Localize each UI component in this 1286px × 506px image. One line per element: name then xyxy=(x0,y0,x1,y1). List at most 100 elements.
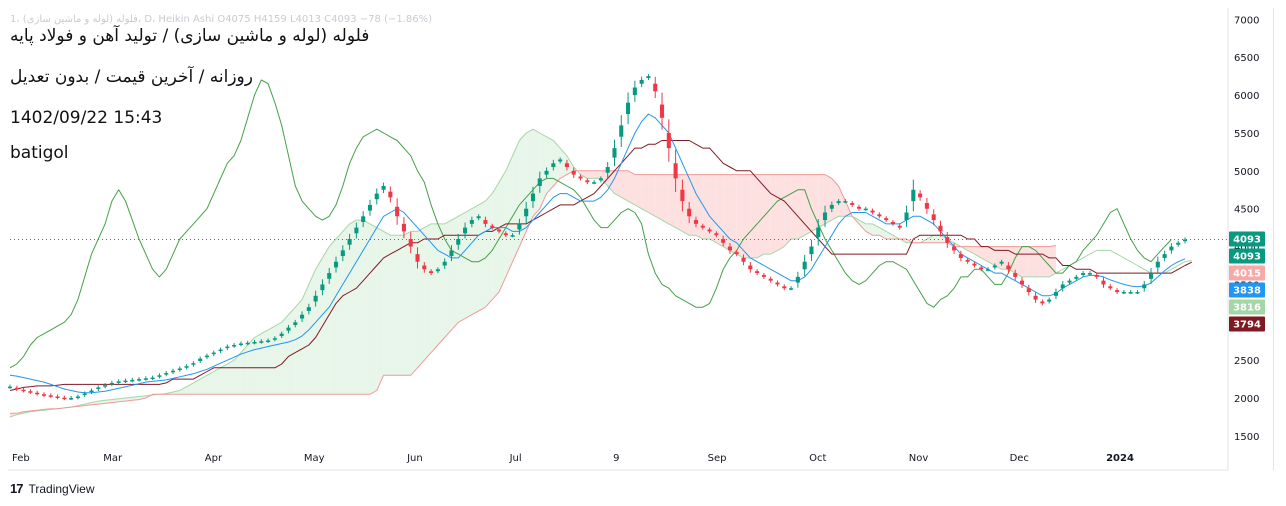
candle-body xyxy=(856,206,862,209)
cloud-segment xyxy=(763,174,771,255)
price-badge-label: 3816 xyxy=(1233,303,1261,314)
candle-body xyxy=(401,223,406,232)
cloud-segment xyxy=(437,223,445,346)
candle-body xyxy=(150,377,155,380)
candle-body xyxy=(442,261,447,266)
cloud-segment xyxy=(308,269,316,395)
cloud-segment xyxy=(220,363,228,395)
candle-body xyxy=(204,355,210,358)
cloud-segment xyxy=(981,246,989,262)
cloud-segment xyxy=(369,223,377,395)
candle-body xyxy=(578,176,583,179)
candle-body xyxy=(829,204,834,209)
candle-body xyxy=(41,394,46,396)
candle-body xyxy=(361,216,366,222)
price-badge xyxy=(1229,248,1265,264)
candle-body xyxy=(279,333,284,336)
cloud-segment xyxy=(682,174,690,236)
candle-body xyxy=(605,167,610,173)
candle-body xyxy=(1087,273,1092,275)
candle-body xyxy=(700,225,705,228)
cloud-segment xyxy=(261,329,269,395)
cloud-segment xyxy=(831,178,839,221)
candle-body xyxy=(836,201,841,204)
candle-body xyxy=(972,263,977,266)
candle-body xyxy=(1040,301,1045,304)
cloud-segment xyxy=(634,174,642,209)
candle-body xyxy=(890,221,895,224)
candle-body xyxy=(721,239,726,243)
cloud-segment xyxy=(1049,245,1056,277)
cloud-segment xyxy=(410,231,418,376)
cloud-segment xyxy=(804,174,812,236)
cloud-segment xyxy=(594,170,601,179)
candle-body xyxy=(109,382,114,385)
candle-body xyxy=(727,246,732,251)
timeframe-label: روزانه / آخرین قیمت / بدون تعدیل xyxy=(10,67,253,87)
cloud-segment xyxy=(784,174,792,247)
candle-body xyxy=(1169,246,1174,251)
cloud-segment xyxy=(662,174,669,224)
candle-body xyxy=(598,178,603,181)
candle-body xyxy=(75,396,80,399)
candle-body xyxy=(266,340,271,342)
candle-body xyxy=(21,389,26,392)
candle-body xyxy=(748,265,753,270)
candle-body xyxy=(137,379,142,381)
candle-body xyxy=(897,225,902,228)
ohlc-info-line: 1، فلوله (لوله و ماشین سازی)، D، Heikin … xyxy=(10,14,433,25)
senkou-span-b-line xyxy=(10,170,1057,414)
candle-body xyxy=(123,380,128,383)
candle-body xyxy=(639,79,644,84)
cloud-segment xyxy=(288,307,296,395)
cloud-segment xyxy=(173,390,180,395)
cloud-segment xyxy=(560,148,567,179)
cloud-segment xyxy=(736,174,744,258)
candle-body xyxy=(653,83,658,92)
cloud-segment xyxy=(274,322,282,395)
candle-body xyxy=(496,229,502,232)
price-badge xyxy=(1229,231,1265,247)
cloud-segment xyxy=(431,223,438,353)
cloud-segment xyxy=(1015,246,1022,277)
cloud-segment xyxy=(600,170,608,186)
price-tick-label: 2000 xyxy=(1234,394,1259,405)
cloud-segment xyxy=(546,136,554,194)
candle-body xyxy=(979,267,984,270)
candle-body xyxy=(558,159,563,162)
time-tick-label: Jun xyxy=(406,453,423,464)
candle-body xyxy=(238,343,243,346)
time-tick-label: May xyxy=(304,453,325,464)
cloud-segment xyxy=(315,257,323,395)
candle-body xyxy=(14,387,19,390)
candle-body xyxy=(646,76,651,79)
candle-body xyxy=(1176,242,1181,245)
cloud-segment xyxy=(539,132,547,209)
cloud-segment xyxy=(268,326,275,395)
candle-body xyxy=(1033,295,1038,300)
price-tick-label: 1500 xyxy=(1234,432,1259,443)
candle-body xyxy=(1047,299,1052,302)
candle-body xyxy=(693,220,699,224)
price-tick-label: 6000 xyxy=(1234,91,1259,102)
cloud-segment xyxy=(451,216,459,330)
candle-body xyxy=(1060,284,1065,289)
candle-body xyxy=(1121,292,1126,294)
candle-body xyxy=(130,379,135,382)
candle-body xyxy=(435,269,440,272)
candle-body xyxy=(286,327,291,331)
candle-body xyxy=(143,378,148,380)
candle-body xyxy=(585,180,590,183)
cloud-segment xyxy=(444,220,452,338)
cloud-segment xyxy=(397,235,404,376)
footer-brand[interactable]: 17 TradingView xyxy=(10,481,95,496)
chikou-span-line xyxy=(9,79,1172,369)
candle-body xyxy=(82,393,87,396)
candle-body xyxy=(680,189,685,202)
candle-body xyxy=(816,227,821,238)
time-tick-label: 2024 xyxy=(1106,453,1134,464)
candle-body xyxy=(965,259,970,262)
cloud-segment xyxy=(193,379,201,395)
candle-body xyxy=(306,307,311,311)
